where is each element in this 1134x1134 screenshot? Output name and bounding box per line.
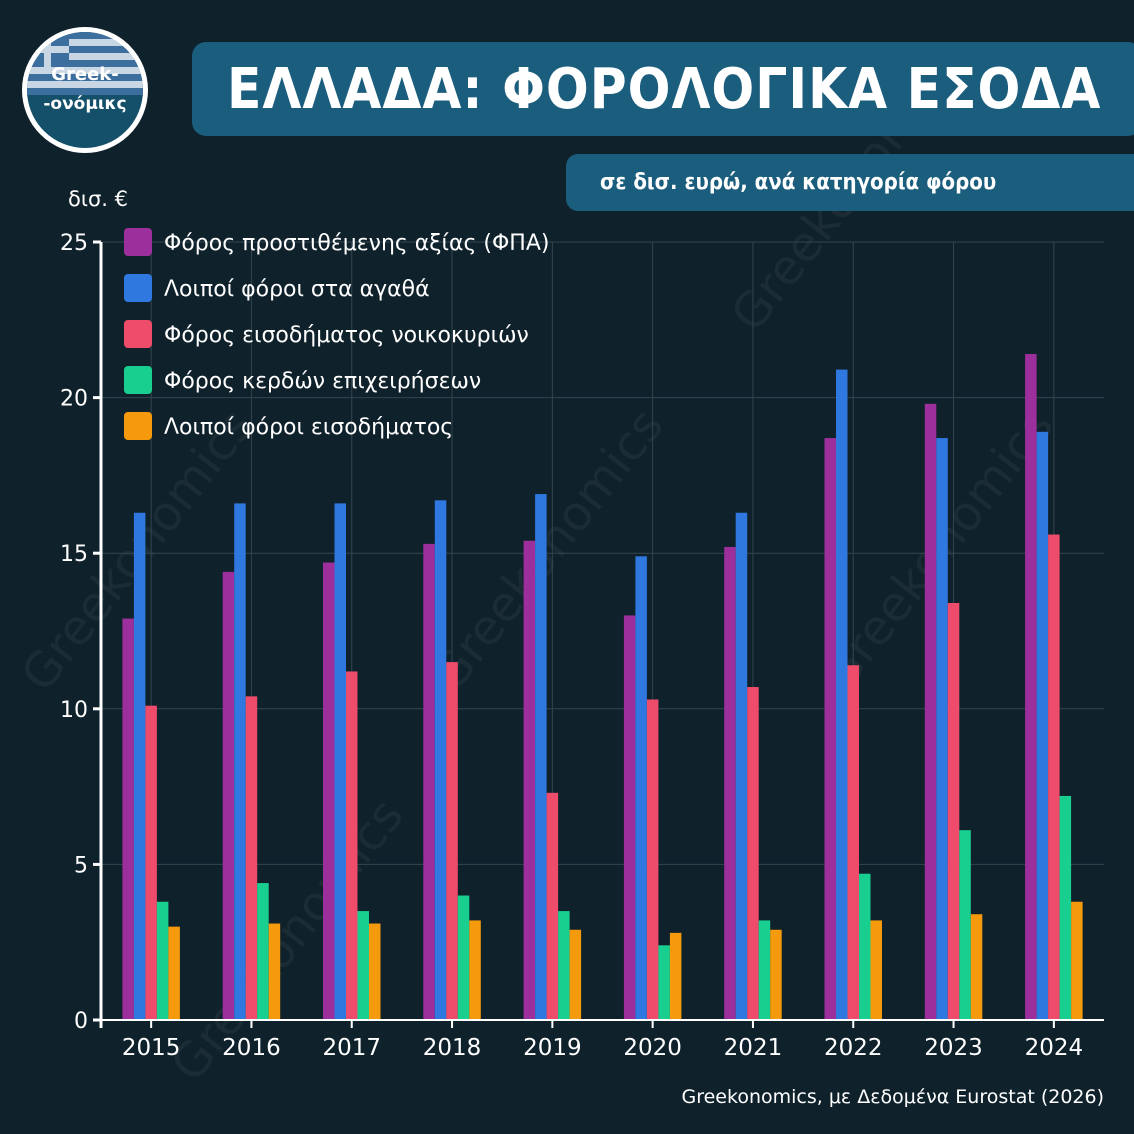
bar [346,671,358,1020]
legend-label: Φόρος κερδών επιχειρήσεων [164,369,481,394]
bar [369,923,381,1020]
legend-label: Λοιποί φόροι στα αγαθά [164,277,430,302]
y-tick-label: 0 [74,1009,88,1034]
legend-label: Λοιποί φόροι εισοδήματος [164,415,453,440]
bar [423,543,435,1020]
bar [1048,534,1060,1020]
x-tick-label: 2019 [523,1035,582,1061]
bar [936,438,948,1020]
legend-swatch [124,366,152,394]
y-axis-label: δισ. € [68,187,128,211]
legend: Φόρος προστιθέμενης αξίας (ΦΠΑ) Λοιποί φό… [124,228,549,440]
bar [747,687,759,1020]
series-3 [145,534,1060,1020]
legend-label: Φόρος εισοδήματος νοικοκυριών [164,323,529,348]
x-tick-label: 2016 [222,1035,281,1061]
bar [970,914,983,1020]
bar [669,932,682,1020]
x-tick-label: 2023 [924,1035,983,1061]
bar [156,901,169,1020]
bar [168,926,180,1020]
bar [658,945,670,1020]
series-5 [168,901,1083,1020]
bars [122,354,1083,1021]
x-tick-label: 2021 [724,1035,783,1061]
greekonomics-logo: Greek- -ονόμικς [22,27,148,153]
bar [145,705,157,1020]
logo-line-2: -ονόμικς [43,94,127,114]
x-tick-label: 2022 [824,1035,883,1061]
bar [569,929,582,1020]
title-banner: ΕΛΛΑΔΑ: ΦΟΡΟΛΟΓΙΚΑ ΕΣΟΔΑ [192,42,1134,136]
bar [1059,795,1072,1020]
bar [758,920,771,1020]
bar [323,562,335,1020]
bar [959,830,971,1020]
bar [546,792,559,1020]
legend-swatch [124,228,152,256]
legend-swatch [124,412,152,440]
bar [434,500,447,1020]
bar [558,911,570,1020]
bar [1071,901,1083,1020]
bar [924,403,937,1021]
bar [133,512,146,1020]
y-tick-label: 20 [60,387,88,412]
x-tick-label: 2018 [423,1035,482,1061]
bar [1036,431,1049,1020]
x-tick-label: 2020 [623,1035,682,1061]
bar [1025,354,1037,1021]
y-tick-label: 10 [60,698,88,723]
bar [623,615,636,1020]
source-note: Greekonomics, με Δεδομένα Eurostat (2026… [682,1086,1105,1108]
logo-line-1: Greek- [51,64,119,85]
x-tick-label: 2017 [322,1035,381,1061]
bar [122,618,134,1020]
bar [446,662,458,1020]
series-2 [133,369,1049,1021]
legend-swatch [124,320,152,348]
bar [859,873,871,1020]
legend-label: Φόρος προστιθέμενης αξίας (ΦΠΑ) [164,231,549,256]
bar [870,920,882,1020]
x-tick-label: 2015 [122,1035,181,1061]
bar [234,503,246,1021]
greek-flag-icon [27,32,143,95]
y-tick-label: 25 [60,231,88,256]
bar [770,929,782,1020]
bar [535,494,547,1020]
page-title: ΕΛΛΑΔΑ: ΦΟΡΟΛΟΓΙΚΑ ΕΣΟΔΑ [227,56,1102,122]
bar [947,602,960,1020]
bar [724,546,736,1020]
series-4 [156,795,1072,1020]
bar [735,512,748,1020]
bar [469,920,481,1020]
page-subtitle: σε δισ. ευρώ, ανά κατηγορία φόρου [600,170,997,195]
bar [268,923,281,1020]
bar [847,665,859,1020]
bar [523,540,536,1020]
bar [824,438,836,1020]
series-1 [122,354,1037,1021]
subtitle-banner: σε δισ. ευρώ, ανά κατηγορία φόρου [566,154,1134,211]
bar [334,503,346,1021]
bar [257,883,269,1020]
bar [635,556,647,1020]
bar [836,369,848,1020]
bar [646,699,659,1020]
bar [357,911,369,1020]
legend-swatch [124,274,152,302]
x-tick-label: 2024 [1025,1035,1084,1061]
bar [245,696,258,1020]
y-tick-label: 5 [74,853,88,878]
bar [457,895,470,1020]
bar [222,571,235,1020]
y-tick-label: 15 [60,542,88,567]
